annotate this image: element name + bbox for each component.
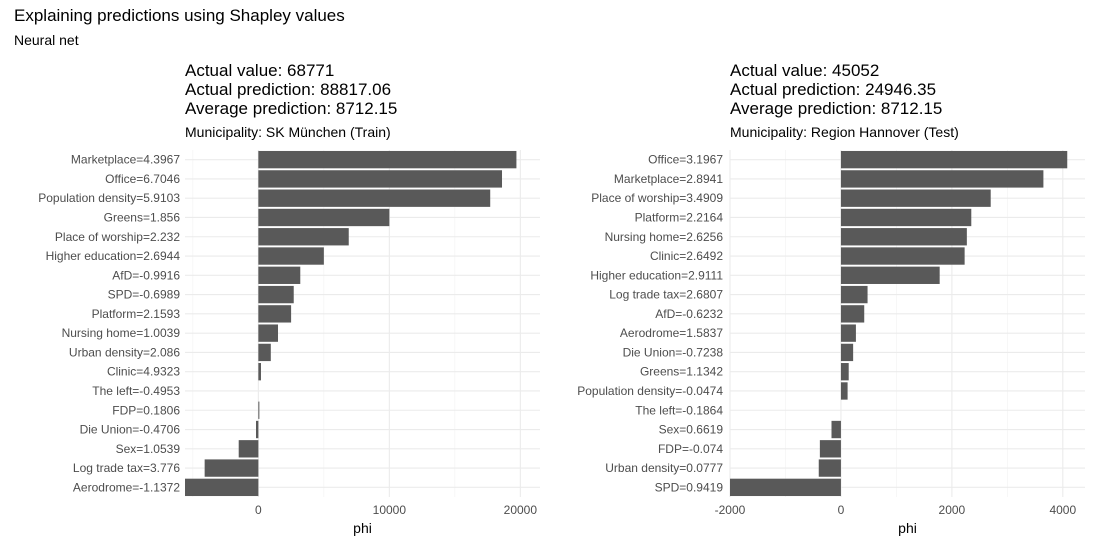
left-actual-value: Actual value: 68771 — [185, 61, 335, 80]
category-label-right-13: The left=-0.1864 — [635, 403, 723, 417]
x-axis-title-left: phi — [353, 520, 372, 536]
bar-left-1 — [258, 170, 503, 188]
right-municipality: Municipality: Region Hannover (Test) — [730, 124, 959, 140]
category-label-right-16: Urban density=0.0777 — [605, 461, 723, 475]
x-tick-label-left-2: 20000 — [504, 503, 538, 517]
category-label-left-16: Log trade tax=3.776 — [73, 461, 180, 475]
category-label-left-8: Platform=2.1593 — [92, 307, 181, 321]
bar-left-10 — [258, 343, 271, 362]
x-tick-label-right-0: -2000 — [715, 503, 746, 517]
bar-left-8 — [258, 305, 292, 323]
bar-right-5 — [840, 247, 965, 265]
bar-left-2 — [258, 189, 491, 207]
category-label-left-9: Nursing home=1.0039 — [62, 326, 181, 340]
bar-left-15 — [238, 440, 259, 458]
category-label-right-1: Marketplace=2.8941 — [614, 172, 723, 186]
bar-left-3 — [258, 208, 390, 227]
bar-right-16 — [818, 459, 841, 477]
bar-right-0 — [840, 150, 1068, 169]
category-label-right-11: Greens=1.1342 — [640, 365, 723, 379]
x-tick-label-right-1: 0 — [838, 503, 845, 517]
bar-right-10 — [840, 343, 854, 362]
bar-right-14 — [831, 420, 841, 439]
bar-right-11 — [840, 363, 849, 381]
category-label-left-10: Urban density=2.086 — [69, 345, 180, 359]
bar-left-6 — [258, 266, 301, 284]
bar-right-9 — [840, 324, 856, 342]
category-label-left-15: Sex=1.0539 — [116, 442, 181, 456]
category-label-left-4: Place of worship=2.232 — [55, 230, 180, 244]
bar-left-11 — [258, 363, 261, 381]
bar-right-8 — [840, 305, 865, 323]
figure-title: Explaining predictions using Shapley val… — [14, 6, 345, 25]
category-label-right-9: Aerodrome=1.5837 — [620, 326, 723, 340]
bar-left-14 — [256, 420, 259, 439]
category-label-left-1: Office=6.7046 — [105, 172, 180, 186]
category-label-right-17: SPD=0.9419 — [655, 480, 724, 494]
category-label-left-13: FDP=0.1806 — [112, 403, 180, 417]
bar-left-5 — [258, 247, 324, 265]
right-bar-chart: Office=3.1967 Marketplace=2.8941 Place of … — [577, 150, 1085, 536]
category-label-left-7: SPD=-0.6989 — [108, 288, 181, 302]
category-label-right-2: Place of worship=3.4909 — [591, 191, 723, 205]
figure-subtitle: Neural net — [14, 32, 79, 48]
bar-right-12 — [840, 382, 848, 400]
category-label-left-3: Greens=1.856 — [104, 210, 181, 224]
left-actual-prediction: Actual prediction: 88817.06 — [185, 80, 392, 99]
bar-left-17 — [185, 478, 259, 497]
category-label-left-6: AfD=-0.9916 — [112, 268, 180, 282]
category-label-right-3: Platform=2.2164 — [635, 210, 724, 224]
category-label-right-15: FDP=-0.074 — [658, 442, 723, 456]
left-panel-header: Actual value: 68771 Actual prediction: 8… — [185, 61, 397, 140]
bar-right-4 — [840, 228, 967, 246]
x-tick-label-left-0: 0 — [255, 503, 262, 517]
bar-right-3 — [840, 208, 972, 227]
category-label-right-0: Office=3.1967 — [648, 153, 723, 167]
category-label-left-0: Marketplace=4.3967 — [71, 153, 180, 167]
bar-right-6 — [840, 266, 940, 284]
category-label-left-12: The left=-0.4953 — [92, 384, 180, 398]
bar-right-15 — [819, 440, 841, 458]
category-label-right-10: Die Union=-0.7238 — [623, 345, 724, 359]
x-tick-label-left-1: 10000 — [373, 503, 407, 517]
category-label-right-5: Clinic=2.6492 — [650, 249, 723, 263]
right-average-prediction: Average prediction: 8712.15 — [730, 99, 943, 118]
bar-left-4 — [258, 228, 349, 246]
bar-left-7 — [258, 285, 294, 304]
bar-left-16 — [204, 459, 259, 477]
bar-right-1 — [840, 170, 1044, 188]
left-municipality: Municipality: SK München (Train) — [185, 124, 391, 140]
right-actual-value: Actual value: 45052 — [730, 61, 880, 80]
category-label-left-11: Clinic=4.9323 — [107, 365, 180, 379]
x-tick-label-right-2: 2000 — [939, 503, 966, 517]
x-axis-title-right: phi — [898, 520, 917, 536]
x-tick-label-right-3: 4000 — [1049, 503, 1076, 517]
bar-left-13 — [258, 401, 260, 419]
category-label-left-2: Population density=5.9103 — [38, 191, 180, 205]
category-label-left-5: Higher education=2.6944 — [46, 249, 181, 263]
right-panel-header: Actual value: 45052 Actual prediction: 2… — [730, 61, 959, 140]
bar-right-7 — [840, 285, 868, 304]
right-actual-prediction: Actual prediction: 24946.35 — [730, 80, 937, 99]
left-bar-chart: Marketplace=4.3967 Office=6.7046 Populatio… — [38, 150, 540, 536]
bar-right-2 — [840, 189, 991, 207]
category-label-right-12: Population density=-0.0474 — [577, 384, 723, 398]
left-average-prediction: Average prediction: 8712.15 — [185, 99, 398, 118]
category-label-left-14: Die Union=-0.4706 — [80, 423, 181, 437]
category-label-right-4: Nursing home=2.6256 — [605, 230, 724, 244]
category-label-right-14: Sex=0.6619 — [659, 423, 724, 437]
category-label-right-7: Log trade tax=2.6807 — [609, 288, 723, 302]
category-label-right-8: AfD=-0.6232 — [655, 307, 723, 321]
bar-right-17 — [730, 478, 841, 497]
category-label-left-17: Aerodrome=-1.1372 — [73, 480, 180, 494]
category-label-right-6: Higher education=2.9111 — [590, 268, 723, 282]
bar-left-9 — [258, 324, 279, 342]
bar-left-0 — [258, 150, 517, 169]
